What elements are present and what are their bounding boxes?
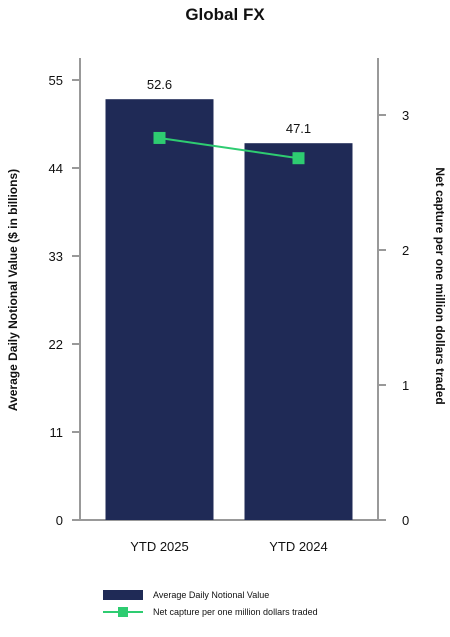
right-tick-label: 2 (402, 243, 409, 258)
left-tick-label: 11 (50, 425, 64, 440)
x-tick-label: YTD 2024 (269, 539, 328, 554)
right-y-axis-label: Net capture per one million dollars trad… (433, 167, 447, 404)
legend-label-bar: Average Daily Notional Value (153, 590, 269, 600)
x-tick-label: YTD 2025 (130, 539, 189, 554)
right-tick-label: 3 (402, 108, 409, 123)
chart-title: Global FX (185, 5, 265, 24)
bar-data-label: 47.1 (286, 121, 311, 136)
line-point (292, 152, 305, 165)
bar (105, 99, 214, 520)
right-tick-label: 1 (402, 378, 409, 393)
legend-swatch-marker (118, 607, 128, 617)
left-y-axis: 0 11 22 33 44 55 (49, 58, 81, 528)
line-series (153, 131, 305, 165)
legend-swatch-bar (103, 590, 143, 600)
x-axis: YTD 2025 YTD 2024 (72, 519, 386, 554)
bar-series: 52.6 47.1 (105, 77, 353, 520)
legend-label-line: Net capture per one million dollars trad… (153, 607, 318, 617)
bar (244, 143, 353, 520)
left-y-axis-label: Average Daily Notional Value ($ in billi… (6, 169, 20, 411)
right-tick-label: 0 (402, 513, 409, 528)
right-y-axis: 0 1 2 3 (377, 58, 409, 528)
left-tick-label: 55 (49, 73, 63, 88)
left-tick-label: 0 (56, 513, 63, 528)
left-tick-label: 44 (49, 161, 63, 176)
bar-data-label: 52.6 (147, 77, 172, 92)
left-tick-label: 33 (49, 249, 63, 264)
legend: Average Daily Notional Value Net capture… (103, 590, 318, 617)
left-tick-label: 22 (49, 337, 63, 352)
line-path (159, 136, 299, 160)
line-point (153, 131, 166, 144)
